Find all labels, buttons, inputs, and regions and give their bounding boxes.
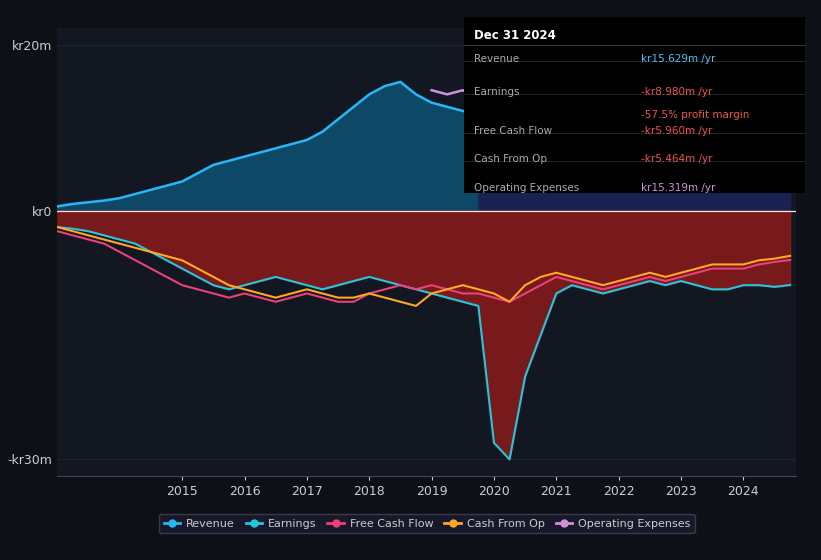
Text: -57.5% profit margin: -57.5% profit margin	[641, 110, 750, 120]
Text: kr15.629m /yr: kr15.629m /yr	[641, 54, 715, 64]
Text: Earnings: Earnings	[474, 87, 520, 97]
Text: kr15.319m /yr: kr15.319m /yr	[641, 183, 715, 193]
Text: Cash From Op: Cash From Op	[474, 155, 547, 165]
Text: Dec 31 2024: Dec 31 2024	[474, 29, 556, 42]
Text: -kr8.980m /yr: -kr8.980m /yr	[641, 87, 713, 97]
Text: Revenue: Revenue	[474, 54, 519, 64]
Text: Operating Expenses: Operating Expenses	[474, 183, 580, 193]
Text: -kr5.960m /yr: -kr5.960m /yr	[641, 126, 713, 136]
Legend: Revenue, Earnings, Free Cash Flow, Cash From Op, Operating Expenses: Revenue, Earnings, Free Cash Flow, Cash …	[159, 514, 695, 533]
Text: -kr5.464m /yr: -kr5.464m /yr	[641, 155, 713, 165]
Text: Free Cash Flow: Free Cash Flow	[474, 126, 553, 136]
